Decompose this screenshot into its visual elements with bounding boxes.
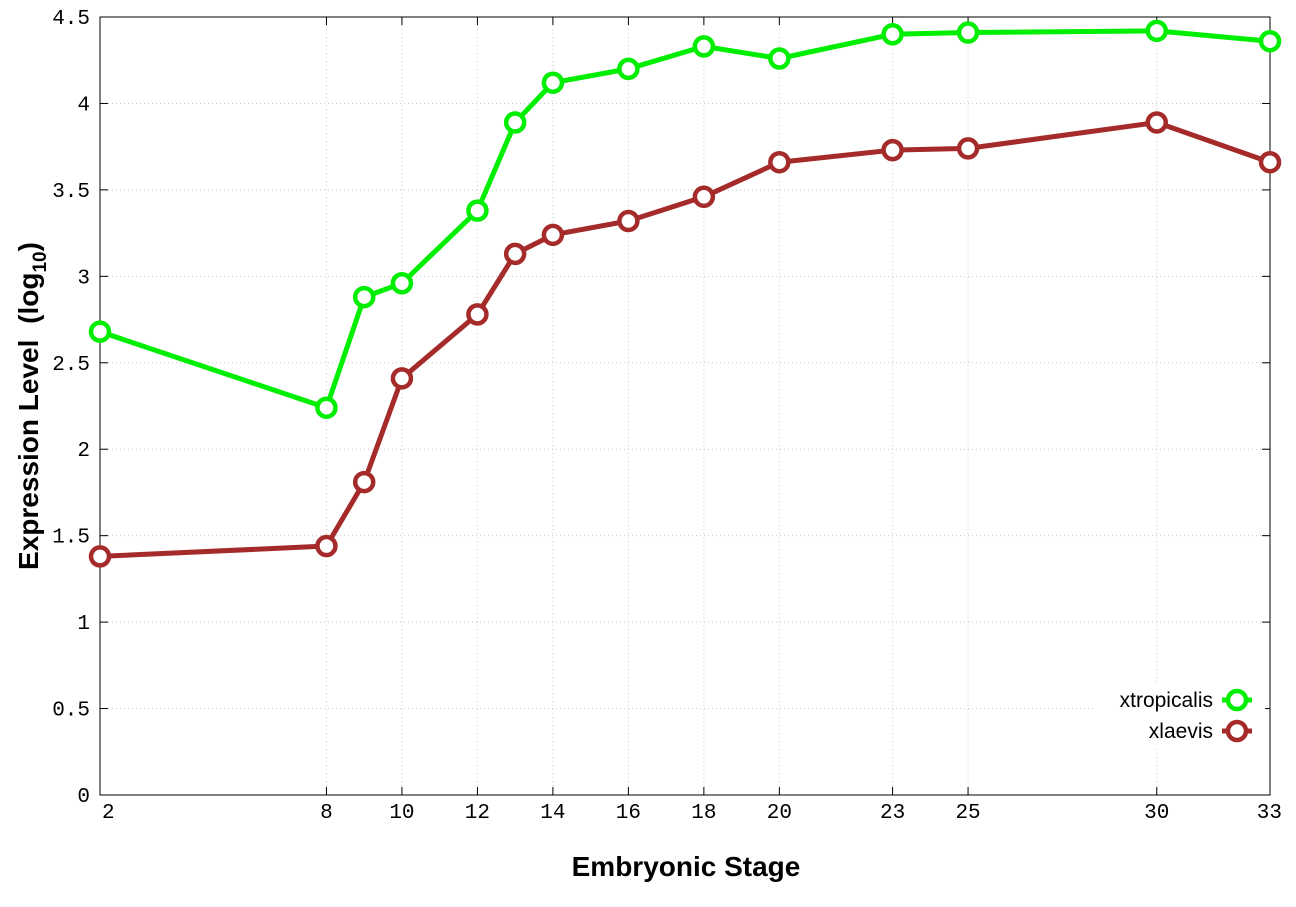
y-axis-title-prefix: (log bbox=[13, 273, 44, 324]
data-point-xlaevis bbox=[541, 223, 565, 247]
data-point-xlaevis bbox=[390, 367, 414, 390]
plot-frame bbox=[99, 16, 1271, 796]
x-tick-label: 2 bbox=[102, 802, 115, 825]
x-tick-label: 16 bbox=[616, 802, 641, 825]
data-point-xlaevis bbox=[956, 137, 980, 160]
legend: xtropicalis xlaevis bbox=[1095, 683, 1265, 749]
data-point-xlaevis bbox=[692, 185, 716, 209]
y-tick-label: 3 bbox=[77, 267, 90, 290]
x-tick-label: 33 bbox=[1257, 802, 1282, 825]
data-point-xlaevis bbox=[768, 150, 791, 174]
series-line-xlaevis bbox=[97, 119, 1273, 559]
series-xtropicalis bbox=[88, 19, 1282, 419]
data-point-xlaevis bbox=[1145, 111, 1169, 134]
x-tick-label: 14 bbox=[540, 802, 565, 825]
legend-label-xtropicalis: xtropicalis bbox=[1120, 689, 1213, 712]
data-point-xlaevis bbox=[315, 534, 338, 558]
data-point-xtropicalis bbox=[390, 271, 414, 295]
y-axis-title-suffix: ) bbox=[13, 242, 44, 251]
legend-marker-xlaevis bbox=[1225, 719, 1249, 743]
x-tick-label: 25 bbox=[955, 802, 980, 825]
data-point-xtropicalis bbox=[692, 35, 716, 58]
y-axis-title-subscript: 10 bbox=[30, 251, 51, 272]
series-xlaevis bbox=[88, 111, 1282, 568]
x-axis-title: Embryonic Stage bbox=[572, 851, 801, 882]
data-point-xtropicalis bbox=[315, 396, 338, 419]
y-axis-ticks: 0 0.5 1 1.5 2 2.5 3 3.5 4 4.5 bbox=[52, 8, 1270, 809]
data-point-xtropicalis bbox=[541, 71, 565, 94]
y-tick-label: 0.5 bbox=[52, 700, 90, 723]
data-point-xtropicalis bbox=[1258, 29, 1282, 53]
y-tick-label: 0 bbox=[77, 786, 90, 809]
x-tick-label: 10 bbox=[389, 802, 414, 825]
y-tick-label: 2 bbox=[77, 440, 90, 463]
data-point-xlaevis bbox=[617, 209, 640, 233]
data-point-xtropicalis bbox=[503, 111, 527, 134]
y-tick-label: 4.5 bbox=[52, 8, 90, 31]
data-point-xlaevis bbox=[466, 303, 489, 326]
y-tick-label: 1.5 bbox=[52, 527, 90, 550]
x-axis-ticks: 2 8 10 12 14 16 18 20 23 25 30 33 bbox=[99, 17, 1282, 825]
data-point-xtropicalis bbox=[352, 285, 376, 309]
data-point-xlaevis bbox=[352, 470, 376, 494]
x-tick-label: 12 bbox=[465, 802, 490, 825]
y-axis-title: Expression Level (log10) bbox=[13, 242, 51, 570]
y-tick-label: 3.5 bbox=[52, 181, 90, 204]
series-line-xtropicalis bbox=[97, 28, 1273, 411]
x-tick-label: 20 bbox=[767, 802, 792, 825]
data-point-xlaevis bbox=[88, 545, 112, 568]
data-point-xlaevis bbox=[881, 138, 904, 162]
x-tick-label: 18 bbox=[691, 802, 716, 825]
legend-label-xlaevis: xlaevis bbox=[1149, 720, 1213, 743]
y-tick-label: 2.5 bbox=[52, 354, 90, 377]
y-axis-title-main: Expression Level bbox=[13, 340, 44, 570]
data-point-xtropicalis bbox=[1145, 19, 1169, 43]
x-tick-label: 30 bbox=[1144, 802, 1169, 825]
data-point-xtropicalis bbox=[956, 21, 980, 44]
x-tick-label: 23 bbox=[880, 802, 905, 825]
series-group bbox=[88, 19, 1282, 568]
y-tick-label: 1 bbox=[77, 613, 90, 636]
legend-marker-xtropicalis bbox=[1225, 688, 1249, 712]
data-point-xlaevis bbox=[503, 242, 527, 266]
x-tick-label: 8 bbox=[320, 802, 333, 825]
grid-lines bbox=[100, 17, 1270, 795]
data-point-xtropicalis bbox=[617, 57, 640, 81]
y-tick-label: 4 bbox=[77, 94, 90, 117]
data-point-xtropicalis bbox=[88, 320, 112, 343]
data-point-xtropicalis bbox=[881, 23, 904, 46]
data-point-xtropicalis bbox=[768, 47, 791, 70]
data-point-xlaevis bbox=[1258, 150, 1282, 174]
data-point-xtropicalis bbox=[466, 199, 489, 222]
